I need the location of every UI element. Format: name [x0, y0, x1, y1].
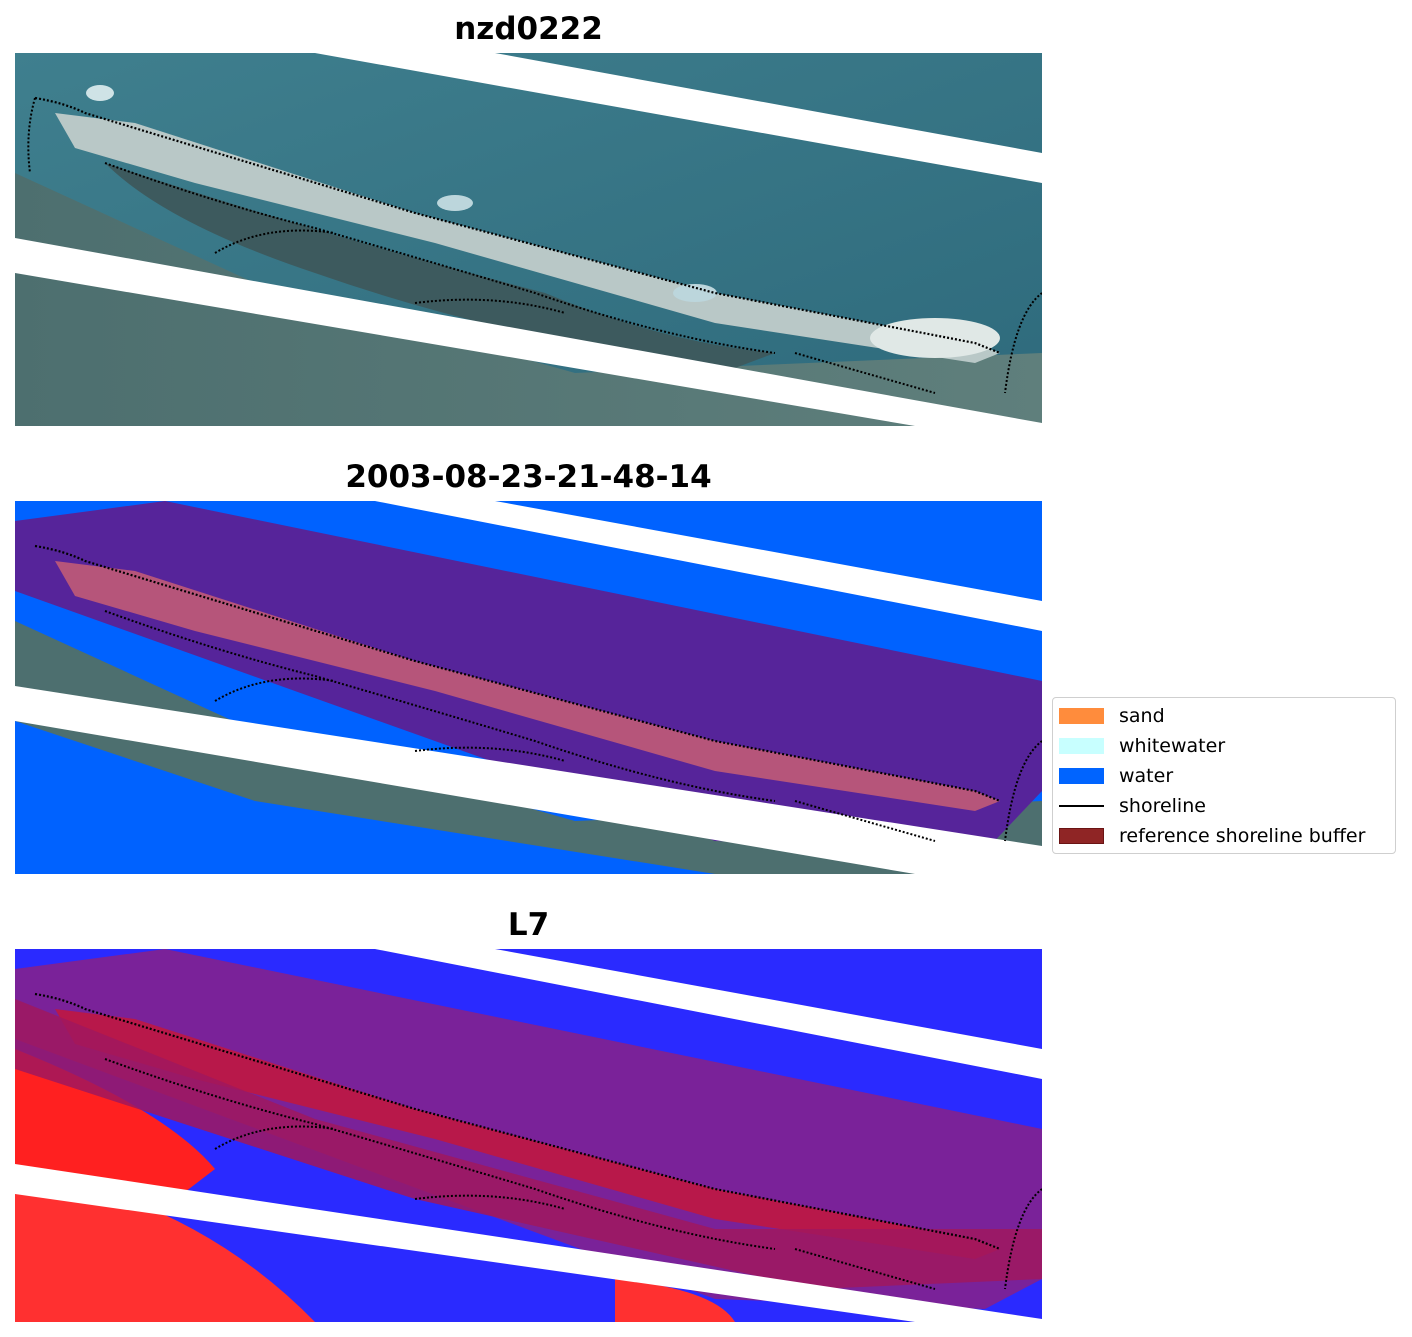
panel-title-rgb: nzd0222 — [454, 11, 603, 47]
whitewater-swatch — [1059, 738, 1104, 754]
legend-item-shoreline: shoreline — [1059, 794, 1206, 818]
legend-label: water — [1119, 765, 1174, 787]
panel-title-classification: 2003-08-23-21-48-14 — [345, 459, 712, 495]
index-image-panel — [15, 949, 1042, 1322]
legend-item-whitewater: whitewater — [1059, 734, 1225, 758]
legend-item-buffer: reference shoreline buffer — [1059, 824, 1365, 848]
rgb-image-panel — [15, 53, 1042, 426]
sand-swatch — [1059, 708, 1104, 724]
legend-label: sand — [1119, 705, 1165, 727]
legend: sand whitewater water shoreline referenc… — [1052, 697, 1396, 854]
buffer-swatch — [1059, 828, 1104, 844]
classification-image-panel — [15, 501, 1042, 874]
legend-item-sand: sand — [1059, 704, 1165, 728]
legend-label: shoreline — [1119, 795, 1206, 817]
legend-label: reference shoreline buffer — [1119, 825, 1366, 847]
legend-label: whitewater — [1119, 735, 1226, 757]
legend-item-water: water — [1059, 764, 1173, 788]
panel-title-index: L7 — [507, 907, 550, 943]
water-swatch — [1059, 768, 1104, 784]
shoreline-swatch — [1059, 805, 1104, 807]
